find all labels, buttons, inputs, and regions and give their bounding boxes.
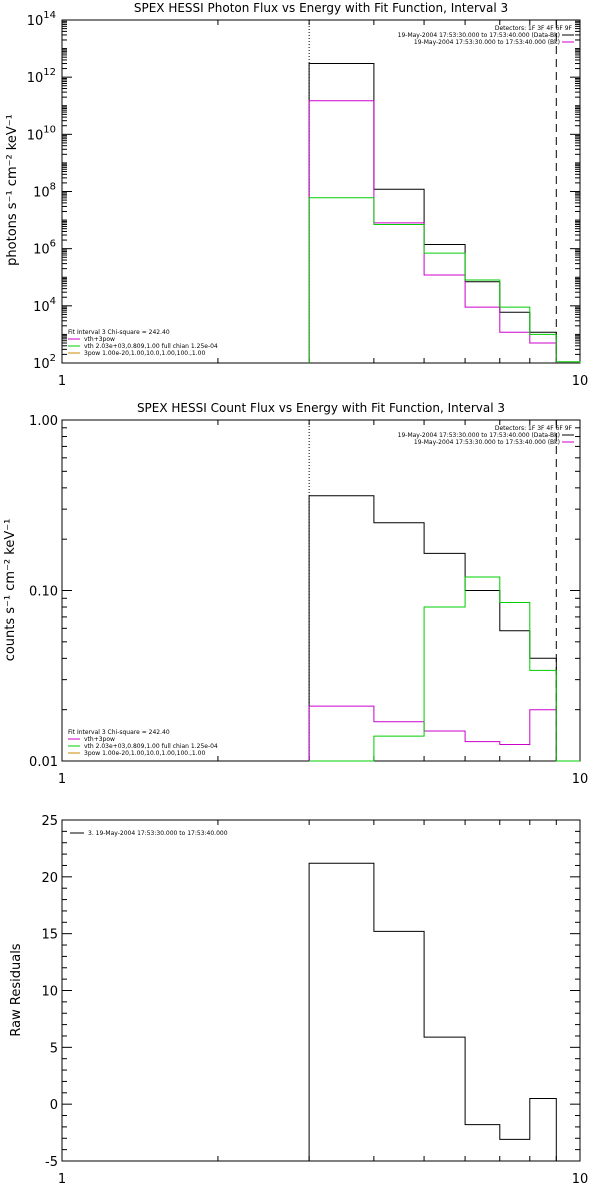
photon-flux-x-tick-1: 1 (58, 374, 66, 389)
legend-vth: vth 2.03e+03,0.809,1.00 full chian 1.25e… (84, 343, 218, 350)
y-tick-label: 108 (33, 182, 56, 201)
residuals-y-ticks: -5 0 5 10 15 20 25 (41, 814, 58, 1170)
legend-detectors: Detectors: 1F 3F 4F 6F 9F (495, 25, 573, 32)
series-0-histogram (308, 63, 557, 363)
legend-fit-interval: Fit Interval 3 Chi-square = 242.40 (68, 729, 170, 736)
legend-fit-interval: Fit Interval 3 Chi-square = 242.40 (68, 329, 170, 336)
y-tick-label: 0.01 (29, 755, 58, 770)
residuals-y-axis-label: Raw Residuals (9, 943, 24, 1036)
count-flux-x-tick-10: 10 (572, 772, 589, 787)
photon-flux-y-ticks: 102 104 106 108 1010 1012 1014 (27, 10, 56, 372)
y-tick-label: 1014 (27, 10, 56, 29)
residuals-x-tick-10: 10 (572, 1172, 589, 1187)
series-0-histogram (308, 862, 557, 1161)
y-tick-label: 1012 (27, 67, 56, 86)
y-tick-label: 104 (33, 296, 56, 315)
legend-data-bk: 19-May-2004 17:53:30.000 to 17:53:40.000… (398, 432, 560, 439)
count-flux-y-axis-label: counts s⁻¹ cm⁻² keV⁻¹ (3, 519, 18, 662)
residuals-legend: 3. 19-May-2004 17:53:30.000 to 17:53:40.… (70, 830, 228, 837)
y-tick-label: 0.10 (29, 585, 58, 600)
series-1-histogram (308, 100, 557, 363)
series-2-histogram (308, 197, 581, 363)
y-tick-label: 25 (41, 814, 58, 829)
residuals-legend-label: 3. 19-May-2004 17:53:30.000 to 17:53:40.… (88, 830, 228, 837)
count-flux-title: SPEX HESSI Count Flux vs Energy with Fit… (137, 401, 505, 415)
legend-data-bk: 19-May-2004 17:53:30.000 to 17:53:40.000… (398, 32, 560, 39)
legend-vth3pow: vth+3pow (84, 736, 115, 743)
legend-vth3pow: vth+3pow (84, 336, 115, 343)
y-tick-label: 5 (50, 1041, 58, 1056)
legend-bk: 19-May-2004 17:53:30.000 to 17:53:40.000… (414, 39, 560, 46)
residuals-plot (61, 819, 581, 1162)
series-0-histogram (308, 495, 557, 761)
y-tick-label: 15 (41, 928, 58, 943)
count-flux-x-tick-1: 1 (58, 772, 66, 787)
y-tick-label: 106 (33, 239, 56, 258)
legend-detectors: Detectors: 1F 3F 4F 6F 9F (495, 425, 573, 432)
y-tick-label: 102 (33, 353, 56, 372)
count-flux-legend-bottom-left: Fit Interval 3 Chi-square = 242.40 vth+3… (68, 729, 218, 757)
legend-bk: 19-May-2004 17:53:30.000 to 17:53:40.000… (414, 439, 560, 446)
plot-frame (61, 419, 581, 762)
photon-flux-x-tick-10: 10 (572, 374, 589, 389)
y-tick-label: 0 (50, 1098, 58, 1113)
y-tick-label: -5 (45, 1155, 58, 1170)
photon-flux-legend-bottom-left: Fit Interval 3 Chi-square = 242.40 vth+3… (68, 329, 218, 357)
count-flux-legend-top-right: Detectors: 1F 3F 4F 6F 9F 19-May-2004 17… (398, 425, 574, 446)
residuals-panel: -5 0 5 10 15 20 25 1 10 Raw Residuals 3. 19-Ma… (9, 814, 588, 1187)
y-tick-label: 1010 (27, 124, 56, 143)
plot-frame (61, 19, 581, 364)
photon-flux-panel: SPEX HESSI Photon Flux vs Energy with Fi… (5, 1, 588, 389)
y-tick-label: 20 (41, 871, 58, 886)
plot-frame (61, 819, 581, 1162)
legend-3pow: 3pow 1.00e-20,1.00,10.0,1.00,100.,1.00 (84, 750, 205, 757)
count-flux-y-ticks: 0.01 0.10 1.00 (29, 414, 58, 770)
photon-flux-plot (61, 19, 581, 364)
y-tick-label: 1.00 (29, 414, 58, 429)
photon-flux-legend-top-right: Detectors: 1F 3F 4F 6F 9F 19-May-2004 17… (398, 25, 574, 46)
legend-vth: vth 2.03e+03,0.809,1.00 full chian 1.25e… (84, 743, 218, 750)
series-2-histogram (309, 576, 580, 762)
count-flux-plot (61, 419, 581, 762)
series-1-histogram (308, 705, 557, 761)
photon-flux-title: SPEX HESSI Photon Flux vs Energy with Fi… (134, 1, 508, 15)
residuals-x-tick-1: 1 (58, 1172, 66, 1187)
count-flux-panel: SPEX HESSI Count Flux vs Energy with Fit… (3, 401, 588, 787)
y-tick-label: 10 (41, 985, 58, 1000)
photon-flux-y-axis-label: photons s⁻¹ cm⁻² keV⁻¹ (5, 114, 20, 266)
legend-3pow: 3pow 1.00e-20,1.00,10.0,1.00,100.,1.00 (84, 350, 205, 357)
